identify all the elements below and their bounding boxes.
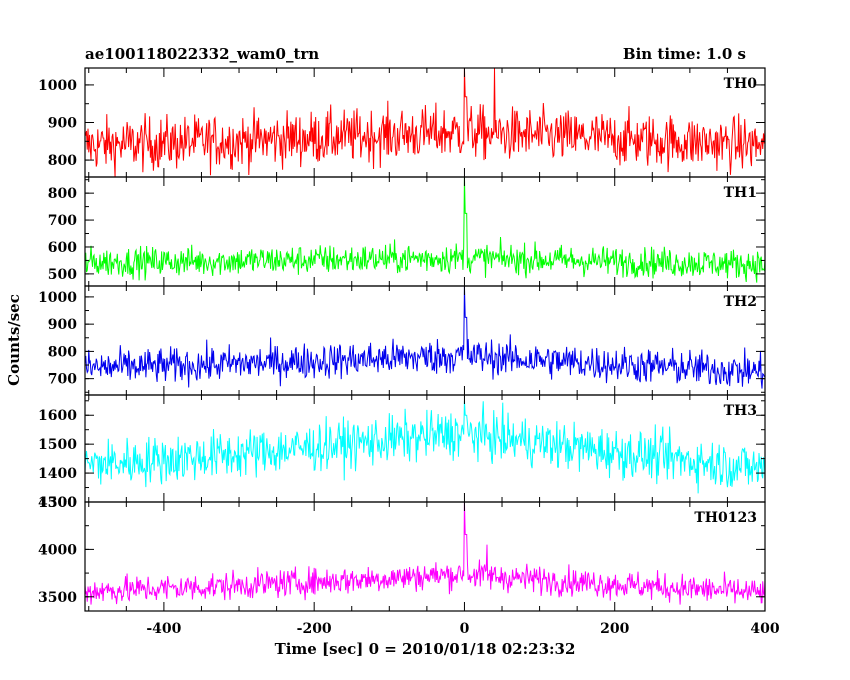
y-tick-label-th0: 1000 bbox=[38, 78, 77, 94]
y-tick-label-th1: 800 bbox=[48, 186, 77, 202]
x-axis-label: Time [sec] 0 = 2010/01/18 02:23:32 bbox=[274, 640, 576, 658]
y-tick-label-th2: 900 bbox=[48, 317, 77, 333]
y-tick-label-th0123: 4000 bbox=[38, 542, 77, 558]
y-axis-label: Counts/sec bbox=[5, 294, 23, 386]
x-tick-label: 400 bbox=[750, 621, 779, 637]
y-tick-label-th2: 1000 bbox=[38, 290, 77, 306]
y-tick-label-th2: 700 bbox=[48, 372, 77, 388]
y-tick-label-th1: 700 bbox=[48, 213, 77, 229]
series-line-th0 bbox=[85, 68, 765, 177]
panel-label-th2: TH2 bbox=[724, 294, 757, 310]
y-tick-label-th1: 600 bbox=[48, 240, 77, 256]
panel-frame-th2 bbox=[84, 285, 766, 396]
panel-label-th1: TH1 bbox=[724, 185, 757, 201]
chart-title: ae100118022332_wam0_trn bbox=[85, 45, 320, 63]
series-line-th0123 bbox=[85, 502, 765, 605]
series-line-th2 bbox=[85, 286, 765, 389]
x-tick-label: -200 bbox=[297, 621, 332, 637]
bin-time-label: Bin time: 1.0 s bbox=[622, 45, 746, 63]
panel-label-th3: TH3 bbox=[724, 403, 757, 419]
y-tick-label-th0123: 3500 bbox=[38, 590, 77, 606]
y-tick-label-th3: 1300 bbox=[38, 495, 77, 511]
y-tick-label-th1: 500 bbox=[48, 267, 77, 283]
y-tick-label-th0: 900 bbox=[48, 116, 77, 132]
x-tick-label: 0 bbox=[460, 621, 470, 637]
panel-frame-th0123 bbox=[84, 501, 766, 612]
y-tick-label-th3: 1400 bbox=[38, 466, 77, 482]
series-line-th3 bbox=[85, 400, 765, 494]
series-line-th1 bbox=[85, 177, 765, 283]
panel-label-th0123: TH0123 bbox=[694, 510, 757, 526]
y-tick-label-th2: 800 bbox=[48, 344, 77, 360]
panel-label-th0: TH0 bbox=[724, 76, 758, 92]
x-tick-label: -400 bbox=[146, 621, 181, 637]
y-tick-label-th0123: 4500 bbox=[38, 495, 77, 511]
y-tick-label-th3: 1500 bbox=[38, 437, 77, 453]
y-tick-label-th3: 1600 bbox=[38, 408, 77, 424]
y-tick-label-th0: 800 bbox=[48, 153, 77, 169]
x-tick-label: 200 bbox=[600, 621, 629, 637]
